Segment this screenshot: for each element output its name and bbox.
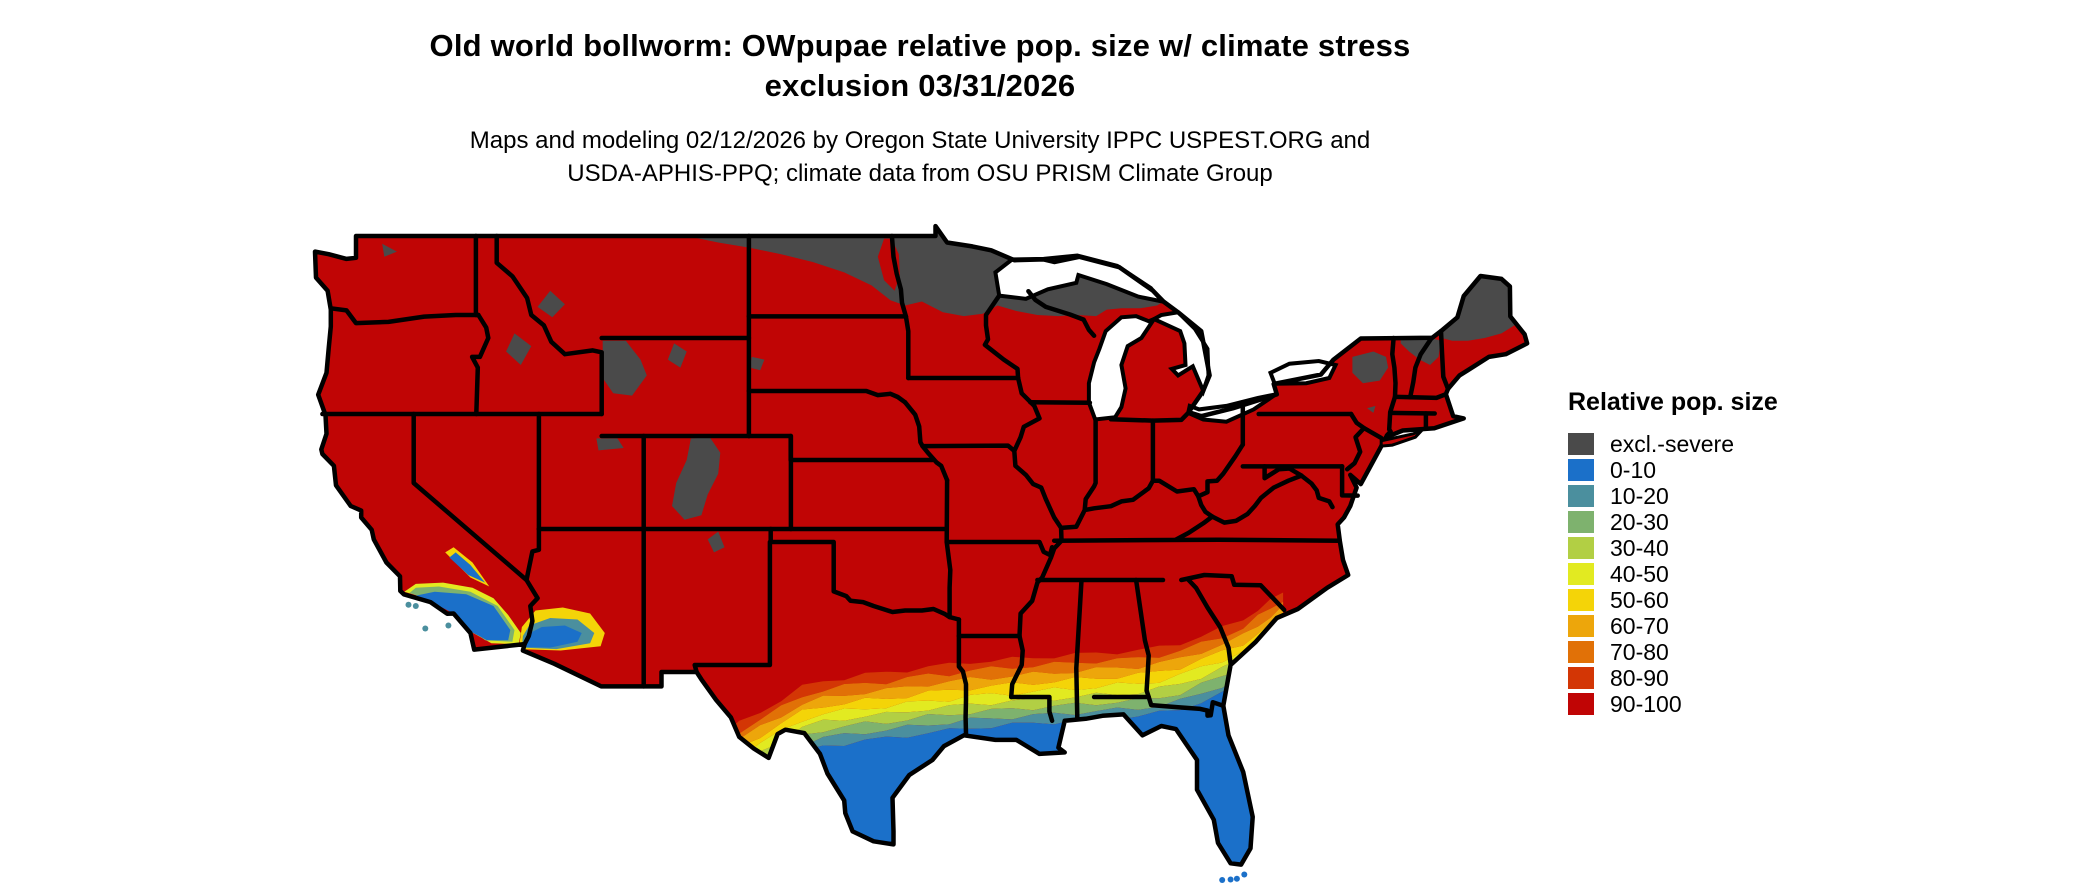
map-subtitle: Maps and modeling 02/12/2026 by Oregon S… [0,124,1840,190]
title-line-2: exclusion 03/31/2026 [764,68,1076,103]
legend-swatch [1568,459,1594,481]
legend-item-40-50: 40-50 [1568,561,1868,587]
legend-item-80-90: 80-90 [1568,665,1868,691]
legend-item-10-20: 10-20 [1568,483,1868,509]
legend-swatch [1568,615,1594,637]
legend-label: excl.-severe [1610,431,1734,457]
legend-title: Relative pop. size [1568,388,1778,416]
legend-swatch [1568,667,1594,689]
florida-keys [1219,871,1248,883]
legend-item-70-80: 70-80 [1568,639,1868,665]
legend-label: 90-100 [1610,691,1682,717]
southwest-low-patches [404,547,605,651]
channel-islands [405,601,452,632]
legend-swatch [1568,433,1594,455]
legend-item-50-60: 50-60 [1568,587,1868,613]
state-borders [320,233,1451,737]
page-title: Old world bollworm: OWpupae relative pop… [0,26,1840,106]
subtitle-line-1: Maps and modeling 02/12/2026 by Oregon S… [469,127,1371,154]
legend-swatch [1568,537,1594,559]
legend-swatch [1568,641,1594,663]
legend-label: 20-30 [1610,509,1669,535]
legend-items: excl.-severe 0-10 10-20 20-30 30-40 40-50 50-6… [1568,431,1868,717]
nation-outline [312,223,1530,867]
legend-swatch [1568,485,1594,507]
title-line-1: Old world bollworm: OWpupae relative pop… [429,28,1411,63]
legend-swatch [1568,511,1594,533]
legend-label: 60-70 [1610,613,1669,639]
legend-label: 50-60 [1610,587,1669,613]
legend-swatch [1568,693,1594,715]
legend-label: 40-50 [1610,561,1669,587]
legend-item-excl.-severe: excl.-severe [1568,431,1868,457]
figure-header: Old world bollworm: OWpupae relative pop… [0,26,1840,190]
legend-item-60-70: 60-70 [1568,613,1868,639]
exclusion-gray-regions [382,226,1517,553]
legend-label: 30-40 [1610,535,1669,561]
legend-item-90-100: 90-100 [1568,691,1868,717]
legend-label: 70-80 [1610,639,1669,665]
legend-label: 10-20 [1610,483,1669,509]
subtitle-line-2: USDA-APHIS-PPQ; climate data from OSU PR… [567,160,1273,187]
legend-swatch [1568,589,1594,611]
long-island [1379,428,1424,448]
legend-label: 0-10 [1610,457,1657,483]
legend-item-0-10: 0-10 [1568,457,1868,483]
legend-item-20-30: 20-30 [1568,509,1868,535]
legend: Relative pop. size excl.-severe 0-10 10-20… [1568,388,1868,717]
legend-swatch [1568,563,1594,585]
legend-item-30-40: 30-40 [1568,535,1868,561]
legend-label: 80-90 [1610,665,1669,691]
